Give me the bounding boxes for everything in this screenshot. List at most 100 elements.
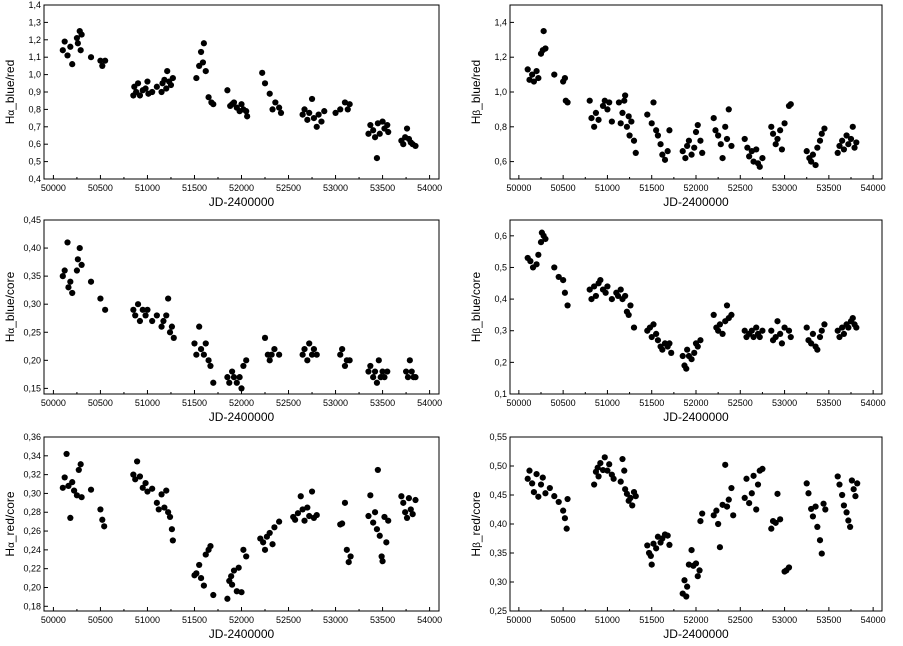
data-point (376, 532, 383, 539)
data-point (346, 357, 353, 364)
data-point (266, 357, 273, 364)
data-point (756, 163, 763, 170)
data-point (313, 123, 320, 130)
data-point (617, 286, 624, 293)
x-tick-label: 53500 (370, 398, 395, 408)
plot-frame (509, 4, 883, 180)
data-point (102, 57, 109, 64)
data-point (684, 346, 691, 353)
data-point (228, 581, 236, 588)
data-point (136, 473, 144, 480)
data-point (226, 379, 233, 386)
data-point (163, 312, 170, 319)
data-point (535, 251, 542, 258)
data-point (778, 146, 786, 153)
data-point (70, 487, 78, 494)
y-axis-title-prefix: H (469, 116, 483, 125)
data-point (139, 306, 146, 313)
data-point (97, 506, 104, 513)
y-tick-label: 0,35 (489, 548, 507, 558)
data-point (207, 543, 214, 550)
data-point (64, 239, 71, 246)
data-point (622, 92, 629, 99)
y-tick-label: 0,3 (494, 326, 507, 336)
data-point (719, 155, 726, 162)
data-point (561, 515, 569, 522)
data-point (626, 132, 633, 139)
data-point (555, 498, 562, 506)
data-point (276, 351, 283, 358)
y-axis-title-greek: α (6, 328, 17, 334)
data-point (803, 324, 810, 331)
data-point (73, 492, 81, 499)
data-point (818, 130, 825, 137)
y-tick-label: 0,6 (494, 157, 507, 167)
data-point (166, 513, 174, 521)
data-point (202, 551, 209, 558)
y-tick-label: 0,15 (23, 383, 41, 393)
x-axis-title: JD-2400000 (663, 195, 729, 209)
data-point (715, 132, 722, 139)
data-point (402, 368, 410, 375)
data-point (627, 302, 634, 309)
y-tick-label: 0,45 (23, 215, 41, 225)
data-point (821, 125, 828, 132)
data-point (787, 333, 794, 341)
data-point (365, 368, 372, 375)
data-point (260, 539, 267, 546)
data-point (69, 61, 76, 68)
data-point (374, 466, 381, 474)
data-point (527, 258, 534, 265)
data-point (292, 516, 299, 523)
data-point (301, 345, 308, 353)
data-point (233, 588, 240, 595)
data-point (240, 546, 247, 553)
data-point (236, 374, 243, 381)
data-point (710, 512, 717, 519)
data-point (134, 80, 142, 87)
data-point (170, 334, 177, 341)
data-point (533, 261, 540, 268)
y-axis-title: Hβ_red/core (469, 491, 483, 556)
data-point (163, 85, 170, 92)
data-point (540, 28, 547, 35)
x-tick-label: 51500 (182, 615, 207, 625)
data-point (834, 149, 841, 156)
data-point (654, 132, 662, 139)
data-point (725, 106, 732, 113)
data-point (716, 544, 724, 551)
data-point (524, 66, 531, 73)
data-point (166, 329, 174, 336)
data-point (238, 589, 245, 596)
data-point (310, 115, 318, 122)
data-point (244, 113, 251, 120)
data-point (697, 137, 704, 144)
data-point (560, 277, 567, 284)
y-axis-title-prefix: H (469, 334, 483, 343)
y-axis-title-suffix: _blue/core (3, 271, 17, 328)
data-point (803, 148, 810, 155)
data-point (696, 567, 703, 574)
x-tick-label: 51500 (182, 183, 207, 193)
data-point (546, 484, 553, 492)
data-point (774, 318, 781, 325)
data-point (814, 523, 821, 531)
data-point (561, 74, 569, 82)
data-point (164, 68, 171, 75)
y-tick-label: 1,1 (28, 52, 41, 62)
data-point (412, 142, 419, 150)
x-tick-label: 52500 (276, 615, 301, 625)
x-tick-label: 51000 (135, 615, 160, 625)
data-point (812, 503, 819, 510)
data-point (814, 346, 821, 353)
x-tick-label: 50000 (506, 615, 531, 625)
data-point (196, 323, 203, 330)
data-point (379, 558, 386, 565)
x-tick-label: 50500 (88, 615, 113, 625)
data-point (818, 327, 825, 334)
y-axis-title: Hα_blue/core (3, 271, 17, 342)
y-tick-label: 0,5 (28, 157, 41, 167)
y-tick-label: 1,2 (28, 35, 41, 45)
y-tick-label: 0,6 (494, 231, 507, 241)
y-tick-label: 0,34 (23, 451, 41, 461)
